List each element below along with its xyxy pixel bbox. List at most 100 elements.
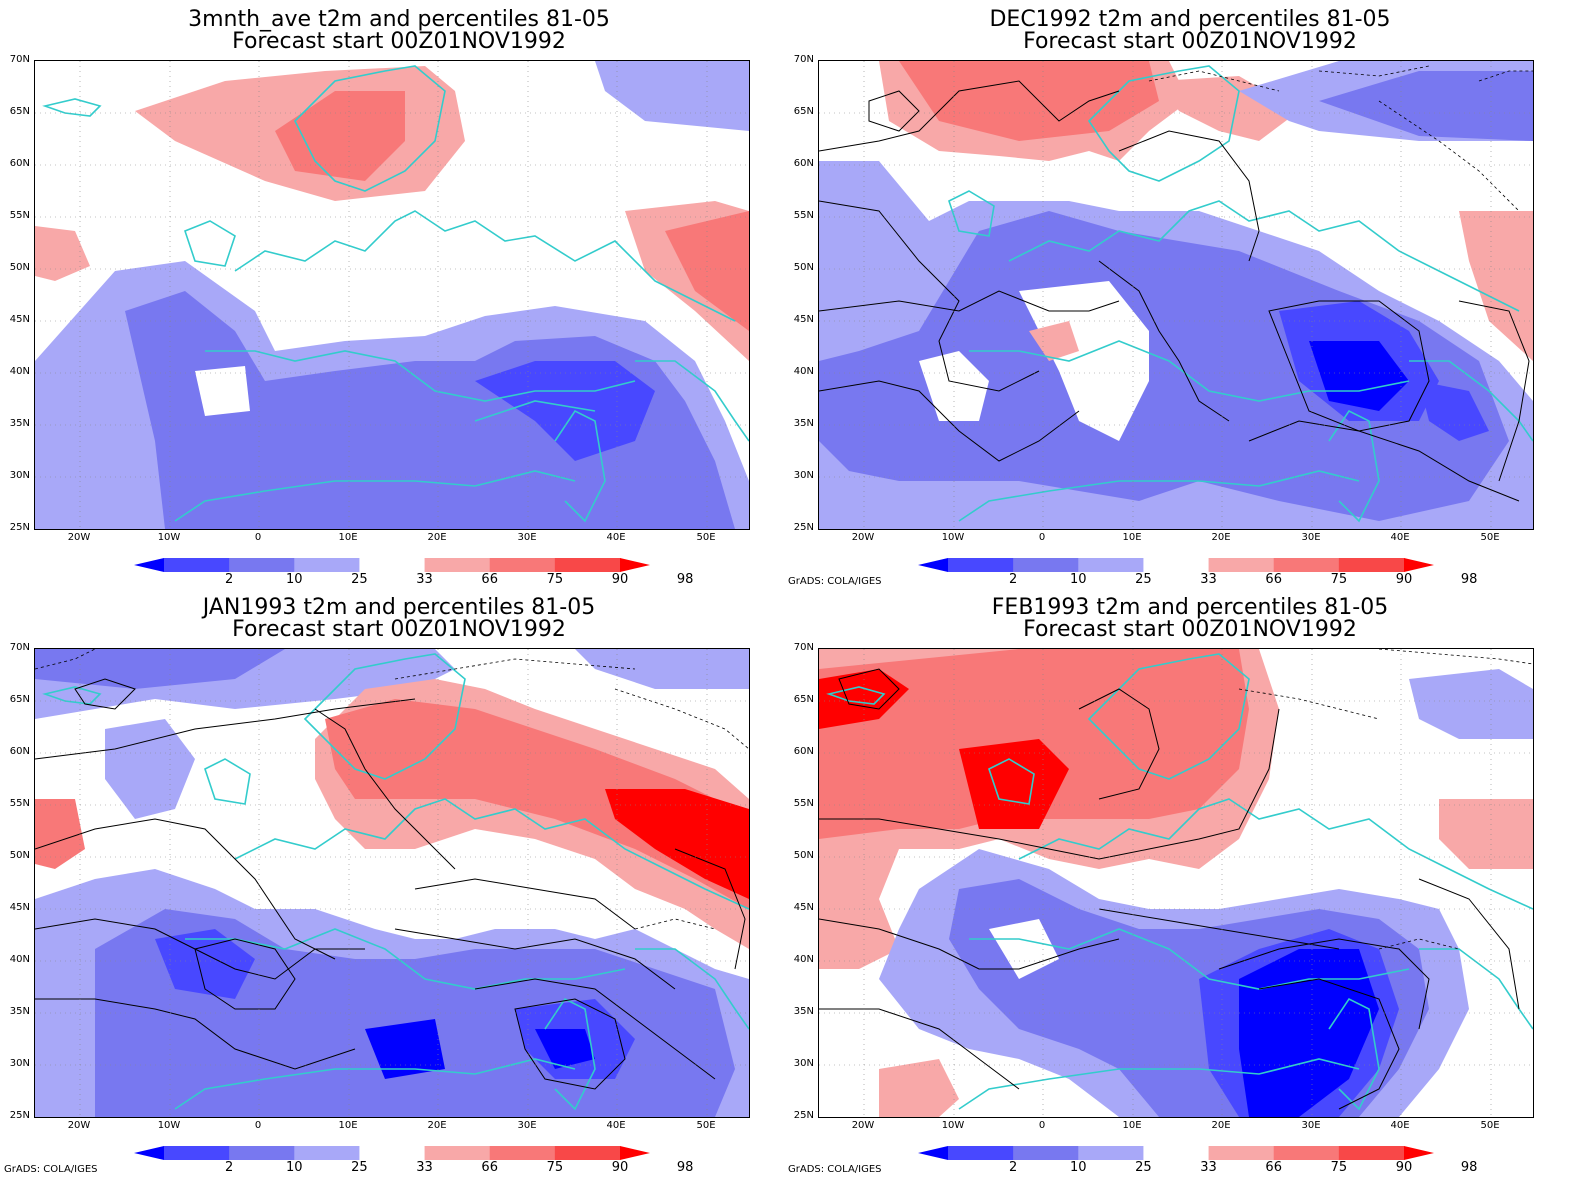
lon-label: 10W	[157, 1120, 181, 1131]
lon-label: 0	[1038, 532, 1046, 543]
contours-dashed	[1148, 65, 1533, 212]
warm-anomaly-core-uk	[959, 739, 1069, 829]
lat-label: 30N	[9, 1058, 30, 1069]
colorbar-segment	[554, 1146, 621, 1160]
colorbar-segment	[489, 1146, 556, 1160]
temperature-contours	[819, 668, 1520, 1110]
colorbar-segment	[1273, 1146, 1340, 1160]
cool-anomaly-core-2	[365, 1019, 445, 1079]
cool-anomaly-south-core	[475, 361, 655, 461]
lon-label: 20E	[427, 532, 447, 543]
lat-label: 65N	[9, 106, 30, 117]
lat-label: 45N	[793, 902, 814, 913]
lat-label: 25N	[793, 522, 814, 533]
cool-anomaly-polar	[595, 61, 749, 131]
colorbar-segment	[1078, 558, 1144, 572]
coastlines	[42, 653, 749, 1111]
colorbar-label: 33	[1200, 1160, 1217, 1175]
lat-label: 60N	[793, 158, 814, 169]
colorbar-segment	[1273, 558, 1340, 572]
colorbar-arrow-high	[620, 1146, 650, 1160]
lat-label: 35N	[9, 418, 30, 429]
lon-label: 20W	[851, 1120, 875, 1131]
colorbar-label: 66	[1265, 1160, 1282, 1175]
lon-label: 10E	[338, 1120, 358, 1131]
colorbar-svg	[918, 1146, 1434, 1160]
cool-anomaly-core-1	[155, 929, 255, 999]
lat-label: 55N	[9, 798, 30, 809]
cool-anomaly-south-mid	[125, 291, 735, 529]
lat-label: 65N	[793, 106, 814, 117]
panel-title-line1: FEB1993 t2m and percentiles 81-05	[991, 595, 1389, 620]
colorbar-svg	[134, 1146, 650, 1160]
temperature-contours	[35, 678, 746, 1090]
colorbar-arrow-low	[134, 1146, 164, 1160]
lat-label: 40N	[9, 366, 30, 377]
lat-label: 25N	[9, 522, 30, 533]
colorbar-segment	[359, 1146, 426, 1160]
lat-label: 50N	[9, 262, 30, 273]
white-cutout-iberia	[195, 366, 250, 416]
lat-label: 60N	[9, 746, 30, 757]
lat-label: 50N	[793, 850, 814, 861]
percentile-shading	[819, 649, 1533, 1117]
colorbar-segment	[1143, 558, 1210, 572]
panel-3month-average: 3mnth_ave t2m and percentiles 81-05 Fore…	[0, 0, 798, 598]
warm-anomaly-atlantic	[35, 226, 90, 281]
graticule	[819, 649, 1533, 1117]
lat-label: 60N	[793, 746, 814, 757]
colorbar-label: 66	[481, 572, 498, 587]
cool-anomaly-northeast-core	[1319, 71, 1533, 141]
colorbar-label: 25	[1135, 1160, 1152, 1175]
map-area	[34, 648, 750, 1118]
lon-label: 50E	[696, 1120, 716, 1131]
lon-label: 20E	[1211, 1120, 1231, 1131]
colorbar-segment	[948, 558, 1014, 572]
map-area	[34, 60, 750, 530]
lon-label: 0	[254, 532, 262, 543]
panel-title-line2: Forecast start 00Z01NOV1992	[1023, 617, 1357, 642]
cool-anomaly-deep	[1239, 949, 1379, 1117]
lon-label: 30E	[1301, 1120, 1321, 1131]
colorbar-label: 75	[546, 572, 564, 587]
warm-anomaly-core	[275, 91, 405, 181]
colorbar-arrow-low	[134, 558, 164, 572]
colorbar-segment	[359, 558, 426, 572]
map-area	[818, 648, 1534, 1118]
lon-label: 20W	[67, 1120, 91, 1131]
coastlines	[948, 65, 1533, 523]
grads-credit: GrADS: COLA/IGES	[788, 1164, 882, 1175]
lon-label: 0	[254, 1120, 262, 1131]
colorbar-label: 90	[1395, 572, 1413, 587]
colorbar-label: 25	[351, 572, 368, 587]
colorbar-label: 90	[1395, 1160, 1413, 1175]
lat-label: 35N	[793, 418, 814, 429]
lon-label: 40E	[606, 1120, 626, 1131]
colorbar: 2 10 25 33 66 75 90 98	[134, 557, 693, 587]
panel-title-line2: Forecast start 00Z01NOV1992	[232, 617, 566, 642]
colorbar: 2 10 25 33 66 75 90 98	[918, 557, 1477, 587]
lat-label: 30N	[793, 1058, 814, 1069]
lon-label: 0	[1038, 1120, 1046, 1131]
lat-label: 45N	[793, 314, 814, 325]
contours-dashed	[1238, 649, 1533, 950]
colorbar-label: 98	[1460, 1160, 1478, 1175]
lat-label: 35N	[793, 1006, 814, 1017]
grads-credit: GrADS: COLA/IGES	[4, 1164, 98, 1175]
white-cutout	[989, 919, 1059, 979]
panel-feb1993: FEB1993 t2m and percentiles 81-05 Foreca…	[784, 588, 1596, 1196]
lon-label: 30E	[517, 532, 537, 543]
colorbar-label: 75	[1330, 1160, 1348, 1175]
lon-label: 20W	[851, 532, 875, 543]
colorbar-segment	[164, 558, 230, 572]
colorbar-label: 10	[1070, 1160, 1087, 1175]
map-area	[818, 60, 1534, 530]
colorbar-label: 2	[1009, 572, 1018, 587]
colorbar-label: 33	[416, 572, 433, 587]
lat-label: 40N	[9, 954, 30, 965]
cool-anomaly-core-2	[1309, 341, 1409, 411]
colorbar-label: 90	[611, 572, 629, 587]
lat-label: 70N	[9, 642, 30, 653]
percentile-shading	[35, 61, 749, 529]
lat-label: 55N	[9, 210, 30, 221]
